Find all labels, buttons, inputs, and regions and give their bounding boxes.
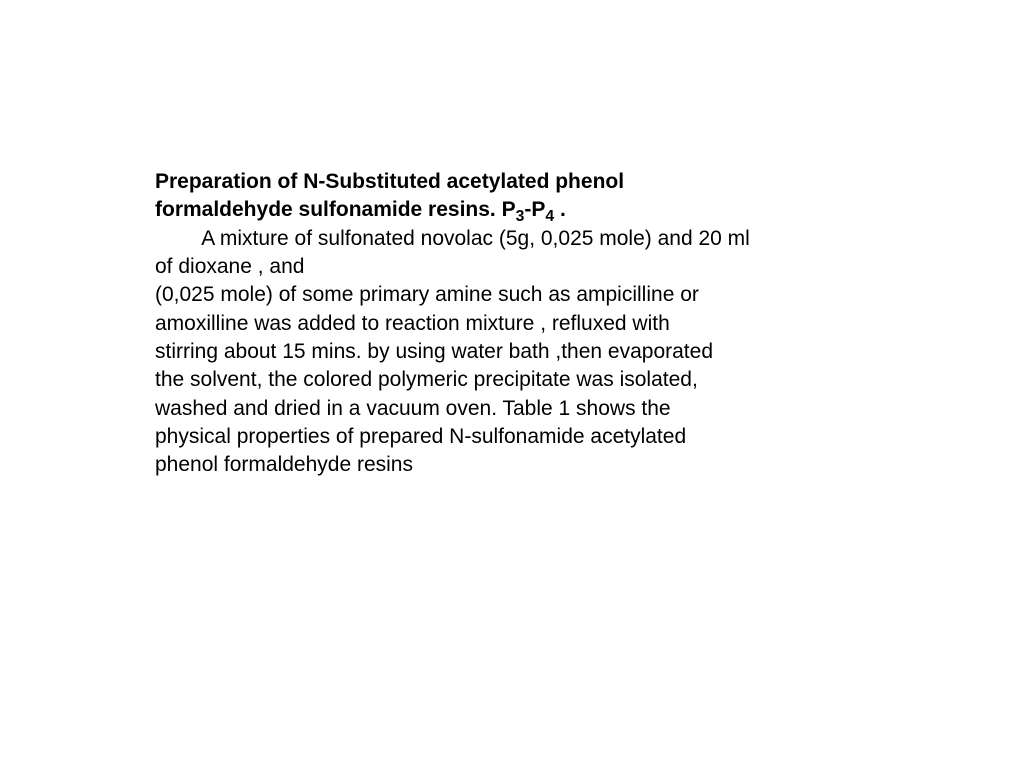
body-paragraph: A mixture of sulfonated novolac (5g, 0,0… (155, 225, 875, 480)
body-line3: (0,025 mole) of some primary amine such … (155, 283, 699, 306)
heading-sub2: 4 (545, 209, 554, 226)
body-line8: physical properties of prepared N-sulfon… (155, 425, 686, 448)
slide: Preparation of N-Substituted acetylated … (0, 0, 1024, 768)
heading-line1: Preparation of N-Substituted acetylated … (155, 170, 624, 193)
text-block: Preparation of N-Substituted acetylated … (155, 168, 875, 480)
body-line1: A mixture of sulfonated novolac (5g, 0,0… (201, 227, 750, 250)
body-line5: stirring about 15 mins. by using water b… (155, 340, 713, 363)
heading: Preparation of N-Substituted acetylated … (155, 168, 875, 225)
body-line6: the solvent, the colored polymeric preci… (155, 368, 698, 391)
body-line2: of dioxane , and (155, 255, 304, 278)
heading-after-subs: . (554, 198, 566, 221)
body-line9: phenol formaldehyde resins (155, 453, 413, 476)
heading-between-subs: -P (524, 198, 545, 221)
body-line4: amoxilline was added to reaction mixture… (155, 312, 670, 335)
body-line7: washed and dried in a vacuum oven. Table… (155, 397, 671, 420)
heading-line2-prefix: formaldehyde sulfonamide resins. P (155, 198, 516, 221)
